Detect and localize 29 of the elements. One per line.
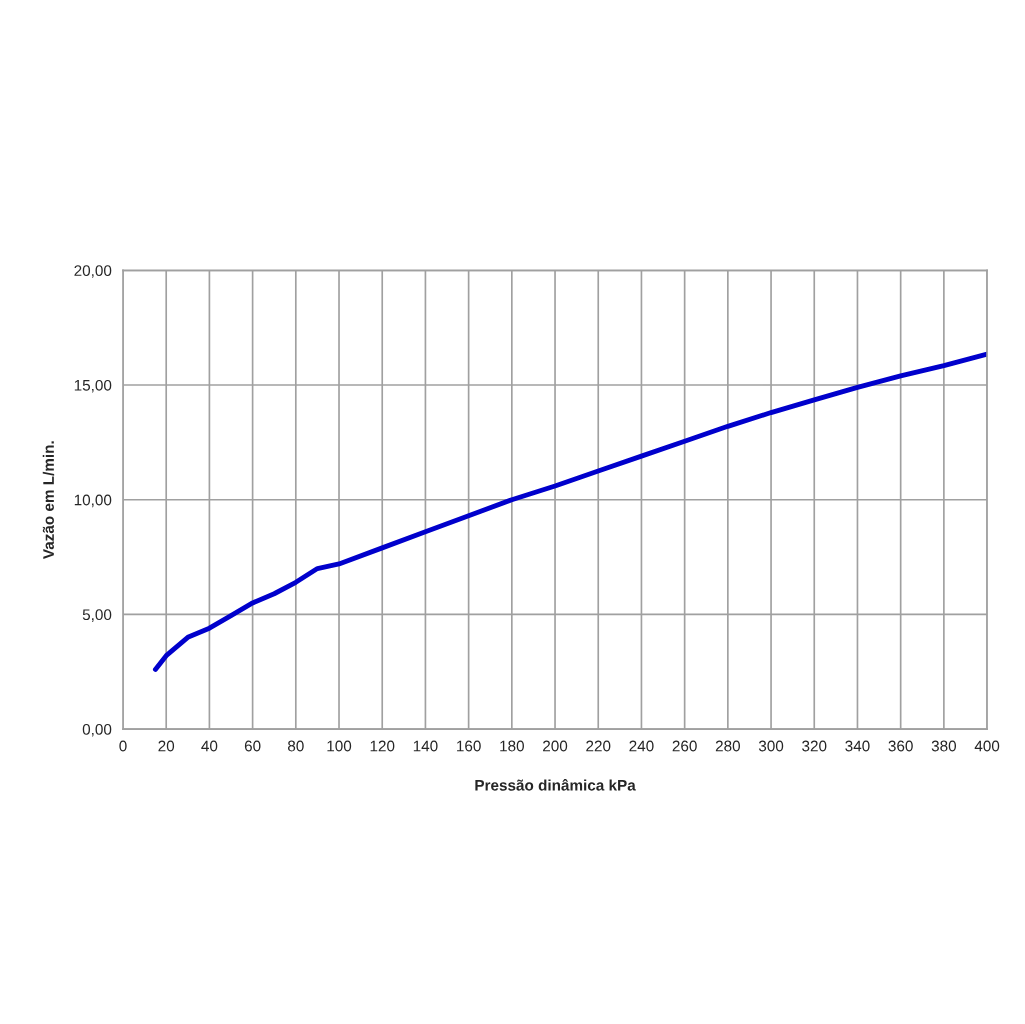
x-tick-label: 260 [672,740,697,752]
x-tick-label: 20 [158,740,175,752]
x-tick-label: 400 [974,740,1000,752]
x-tick-label: 60 [244,740,261,752]
x-tick-label: 180 [500,740,524,752]
y-tick-label: 5,00 [82,609,112,622]
y-axis-title: Vazão em L/min. [42,441,55,560]
x-tick-label: 360 [888,740,913,752]
x-tick-label: 80 [287,740,304,752]
x-tick-label: 100 [327,740,352,752]
x-tick-label: 40 [201,740,218,752]
line-series [152,351,988,672]
x-tick-label: 380 [931,740,957,752]
x-tick-label: 280 [715,740,740,752]
y-tick-label: 10,00 [74,494,112,508]
x-tick-label: 120 [370,740,395,752]
x-tick-label: 240 [629,740,654,752]
y-tick-label: 20,00 [74,265,112,278]
x-tick-label: 160 [457,740,481,752]
y-tick-label: 15,00 [74,379,112,393]
x-tick-label: 320 [802,740,827,752]
x-tick-label: 340 [845,740,870,752]
x-tick-label: 0 [119,740,127,752]
x-tick-label: 300 [758,740,784,752]
x-tick-label: 140 [413,740,438,752]
x-axis-title: Pressão dinâmica kPa [475,779,636,791]
y-tick-label: 0,00 [82,723,112,737]
x-tick-label: 220 [586,740,611,752]
x-tick-label: 200 [543,740,568,752]
